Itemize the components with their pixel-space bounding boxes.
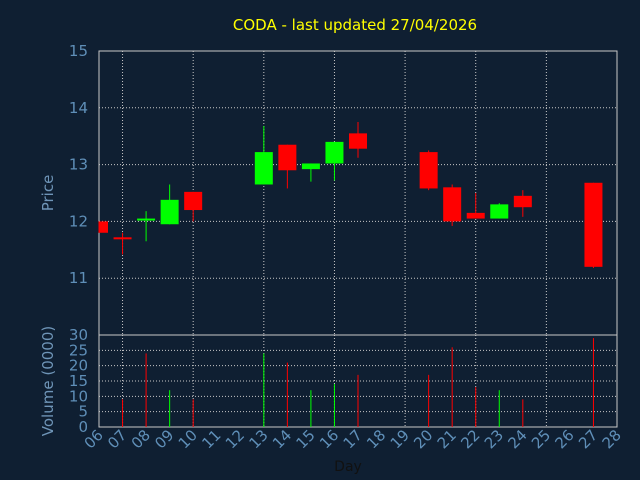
volume-bar (286, 362, 288, 427)
volume-y-tick-label: 10 (69, 387, 88, 405)
candle (301, 163, 320, 182)
x-tick-label: 15 (293, 426, 319, 452)
x-tick-label: 17 (340, 426, 366, 452)
candle (254, 125, 273, 185)
x-tick-label: 11 (198, 426, 224, 452)
volume-bar (475, 387, 477, 427)
price-y-axis-label: Price (39, 175, 57, 212)
x-tick-label: 18 (363, 426, 389, 452)
volume-y-tick-label: 20 (69, 357, 88, 375)
x-tick-label: 07 (104, 426, 130, 452)
volume-y-axis-label: Volume (0000) (39, 326, 57, 436)
volume-bars (122, 338, 594, 427)
volume-y-tick-label: 0 (78, 418, 88, 436)
volume-bar (122, 399, 124, 427)
candle-body (513, 195, 532, 208)
x-tick-label: 19 (387, 426, 413, 452)
volume-bar (357, 374, 359, 427)
x-tick-label: 16 (316, 426, 342, 452)
x-ticks: 0607080910111213141516171819202122232425… (81, 426, 625, 452)
price-y-tick-label: 11 (69, 269, 88, 287)
x-tick-label: 23 (481, 426, 507, 452)
candle-body (490, 204, 509, 219)
x-tick-label: 14 (269, 426, 295, 452)
x-tick-label: 09 (151, 426, 177, 452)
candle (466, 193, 485, 219)
candle (513, 190, 532, 217)
candle-body (99, 221, 108, 233)
candle (113, 232, 132, 255)
candle-body (137, 218, 156, 221)
price-y-tick-label: 12 (69, 212, 88, 230)
volume-bar (451, 347, 453, 427)
x-tick-label: 26 (552, 426, 578, 452)
candle (184, 191, 203, 222)
x-tick-label: 28 (599, 426, 625, 452)
price-grid (99, 51, 617, 335)
price-y-ticks: 11 12 13 14 15 (69, 42, 88, 287)
volume-bar (522, 399, 524, 427)
x-tick-label: 08 (128, 426, 154, 452)
x-axis-label: Day (334, 459, 362, 475)
candle (490, 203, 509, 219)
candle (443, 184, 462, 226)
candle (419, 150, 438, 191)
candle (325, 141, 344, 181)
candle-body (113, 237, 132, 240)
x-tick-label: 25 (528, 426, 554, 452)
price-panel: 11 12 13 14 15 Price (39, 42, 618, 336)
candle-body (419, 152, 438, 189)
candle (137, 211, 156, 242)
volume-bar (145, 353, 147, 427)
volume-y-tick-label: 25 (69, 341, 88, 359)
chart-title: CODA - last updated 27/04/2026 (233, 16, 477, 34)
volume-y-tick-label: 30 (69, 326, 88, 344)
candle (98, 221, 108, 233)
candle (349, 122, 367, 158)
volume-bar (169, 390, 171, 427)
x-tick-label: 12 (222, 426, 248, 452)
x-tick-label: 13 (245, 426, 271, 452)
candle-body (466, 212, 485, 219)
candle-body (349, 133, 367, 149)
candle-body (443, 187, 462, 222)
candle (584, 182, 603, 268)
price-plot-frame (98, 50, 618, 336)
volume-bar (592, 338, 594, 427)
x-tick-label: 21 (434, 426, 460, 452)
candle (278, 144, 297, 189)
candle-body (184, 191, 203, 211)
x-tick-label: 27 (575, 426, 601, 452)
candle-body (584, 182, 603, 267)
x-tick-label: 20 (410, 426, 436, 452)
price-y-tick-label: 15 (69, 42, 88, 60)
candle-body (160, 199, 179, 225)
candle-body (254, 152, 273, 185)
volume-bar (333, 384, 335, 427)
x-tick-label: 24 (504, 426, 530, 452)
candle (160, 184, 179, 225)
price-y-tick-label: 14 (69, 99, 88, 117)
x-tick-label: 10 (175, 426, 201, 452)
price-y-tick-label: 13 (69, 156, 88, 174)
volume-y-tick-label: 5 (78, 403, 88, 421)
candles (98, 122, 603, 268)
candle-body (325, 141, 344, 164)
volume-y-tick-label: 15 (69, 372, 88, 390)
x-tick-label: 22 (457, 426, 483, 452)
volume-bar (192, 399, 194, 427)
volume-bar (310, 390, 312, 427)
volume-bar (263, 353, 265, 427)
candle-body (301, 163, 320, 170)
volume-bar (498, 390, 500, 427)
volume-bar (428, 374, 430, 427)
candle-body (278, 144, 297, 171)
